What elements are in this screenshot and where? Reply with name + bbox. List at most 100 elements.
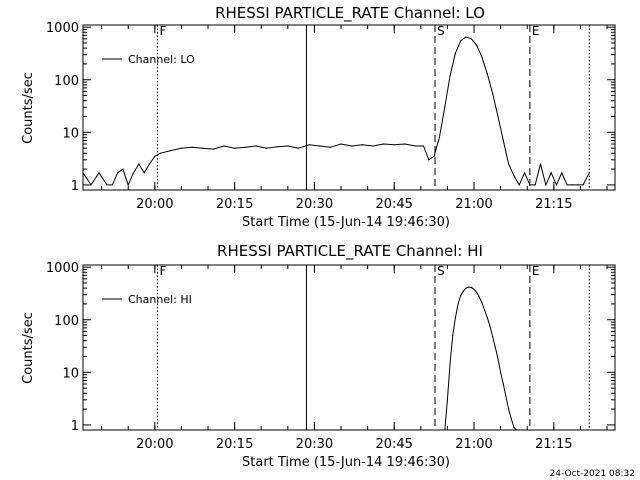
data-point-lo: [90, 184, 92, 186]
data-point-lo: [255, 145, 257, 147]
data-point-lo: [470, 38, 472, 40]
data-point-lo: [428, 159, 430, 161]
data-point-lo: [414, 145, 417, 147]
data-point-hi: [494, 346, 496, 348]
data-point-hi: [502, 383, 504, 385]
y-tick-label-hi: 10: [62, 366, 79, 381]
y-tick-label-lo: 1000: [46, 21, 79, 36]
data-point-lo: [138, 163, 140, 165]
data-point-hi: [446, 399, 448, 401]
data-point-lo: [444, 106, 446, 108]
y-tick-label-lo: 10: [62, 126, 79, 141]
lo-channel-panel: RHESSI PARTICLE_RATE Channel: LO Counts/…: [21, 4, 616, 230]
x-tick-label-lo: 20:15: [216, 197, 253, 212]
data-point-lo: [351, 145, 353, 147]
data-point-lo: [212, 148, 214, 150]
data-point-lo: [438, 136, 440, 138]
data-point-lo: [98, 172, 100, 174]
marker-label-hi: F: [159, 264, 166, 278]
data-point-lo: [550, 172, 552, 174]
data-point-lo: [143, 172, 145, 174]
data-point-lo: [545, 184, 547, 186]
data-point-hi: [449, 362, 451, 364]
footer-timestamp: 24-Oct-2021 08:32: [550, 469, 635, 479]
hi-channel-panel: RHESSI PARTICLE_RATE Channel: HI Counts/…: [21, 242, 616, 470]
data-point-lo: [539, 163, 542, 165]
marker-label-lo: F: [159, 24, 166, 38]
data-point-hi: [478, 296, 480, 298]
data-point-lo: [372, 145, 374, 147]
data-point-lo: [513, 175, 515, 177]
data-point-lo: [132, 172, 135, 174]
data-point-lo: [492, 92, 494, 94]
x-tick-label-lo: 20:30: [296, 197, 333, 212]
data-point-hi: [452, 335, 454, 337]
x-tick-label-hi: 20:00: [136, 437, 173, 452]
data-point-lo: [383, 143, 385, 145]
data-point-hi: [510, 418, 512, 420]
data-point-lo: [159, 152, 161, 154]
data-point-hi: [513, 426, 515, 428]
x-tick-label-hi: 20:45: [375, 437, 412, 452]
data-point-hi: [465, 287, 467, 289]
data-point-hi: [473, 288, 475, 290]
data-point-hi: [505, 395, 507, 397]
data-point-hi: [468, 286, 470, 288]
data-point-lo: [148, 163, 151, 165]
data-point-lo: [566, 184, 568, 186]
data-point-lo: [476, 44, 478, 47]
data-point-lo: [319, 145, 321, 147]
series-line-hi: [444, 286, 520, 431]
data-point-lo: [276, 146, 278, 148]
data-point-lo: [518, 184, 520, 186]
x-axis-label-lo: Start Time (15-Jun-14 19:46:30): [242, 215, 450, 230]
data-point-lo: [454, 52, 456, 54]
data-point-hi: [489, 325, 491, 327]
data-point-lo: [329, 146, 331, 148]
data-point-lo: [82, 172, 84, 174]
data-point-lo: [460, 40, 462, 42]
data-point-hi: [460, 294, 462, 296]
plot-frame-lo: [82, 24, 616, 191]
data-point-hi: [481, 302, 483, 304]
data-point-lo: [524, 172, 526, 174]
data-point-lo: [465, 36, 467, 38]
data-point-lo: [555, 184, 558, 186]
data-point-lo: [170, 150, 172, 152]
plot-frame-hi: [82, 264, 616, 431]
data-point-hi: [457, 303, 459, 305]
data-point-lo: [497, 115, 499, 118]
data-point-lo: [404, 143, 406, 145]
data-point-hi: [497, 358, 499, 360]
data-point-lo: [561, 172, 563, 174]
chart-title-hi: RHESSI PARTICLE_RATE Channel: HI: [217, 242, 483, 261]
data-point-lo: [223, 145, 225, 147]
y-tick-label-lo: 100: [54, 74, 79, 89]
data-point-lo: [111, 184, 113, 186]
data-point-hi: [444, 429, 446, 431]
data-point-lo: [582, 184, 584, 186]
data-point-lo: [127, 184, 129, 186]
x-tick-label-lo: 21:00: [455, 197, 492, 212]
data-point-hi: [518, 429, 520, 431]
legend-label-hi: Channel: HI: [128, 293, 192, 306]
x-tick-label-lo: 20:00: [136, 197, 173, 212]
data-point-lo: [571, 184, 574, 186]
x-tick-label-lo: 21:15: [535, 197, 572, 212]
data-point-lo: [340, 143, 342, 145]
y-axis-label-lo: Counts/sec: [21, 72, 36, 144]
data-point-lo: [529, 184, 531, 186]
data-point-hi: [454, 317, 456, 319]
data-point-lo: [287, 145, 289, 147]
data-point-hi: [484, 309, 486, 312]
data-point-hi: [492, 335, 494, 338]
y-tick-label-hi: 100: [54, 314, 79, 329]
data-point-lo: [508, 163, 510, 165]
data-point-lo: [502, 139, 504, 142]
data-point-hi: [462, 290, 464, 292]
y-tick-label-hi: 1: [71, 419, 79, 434]
data-point-hi: [470, 286, 472, 289]
data-point-lo: [422, 145, 425, 147]
marker-label-hi: S: [437, 264, 445, 278]
